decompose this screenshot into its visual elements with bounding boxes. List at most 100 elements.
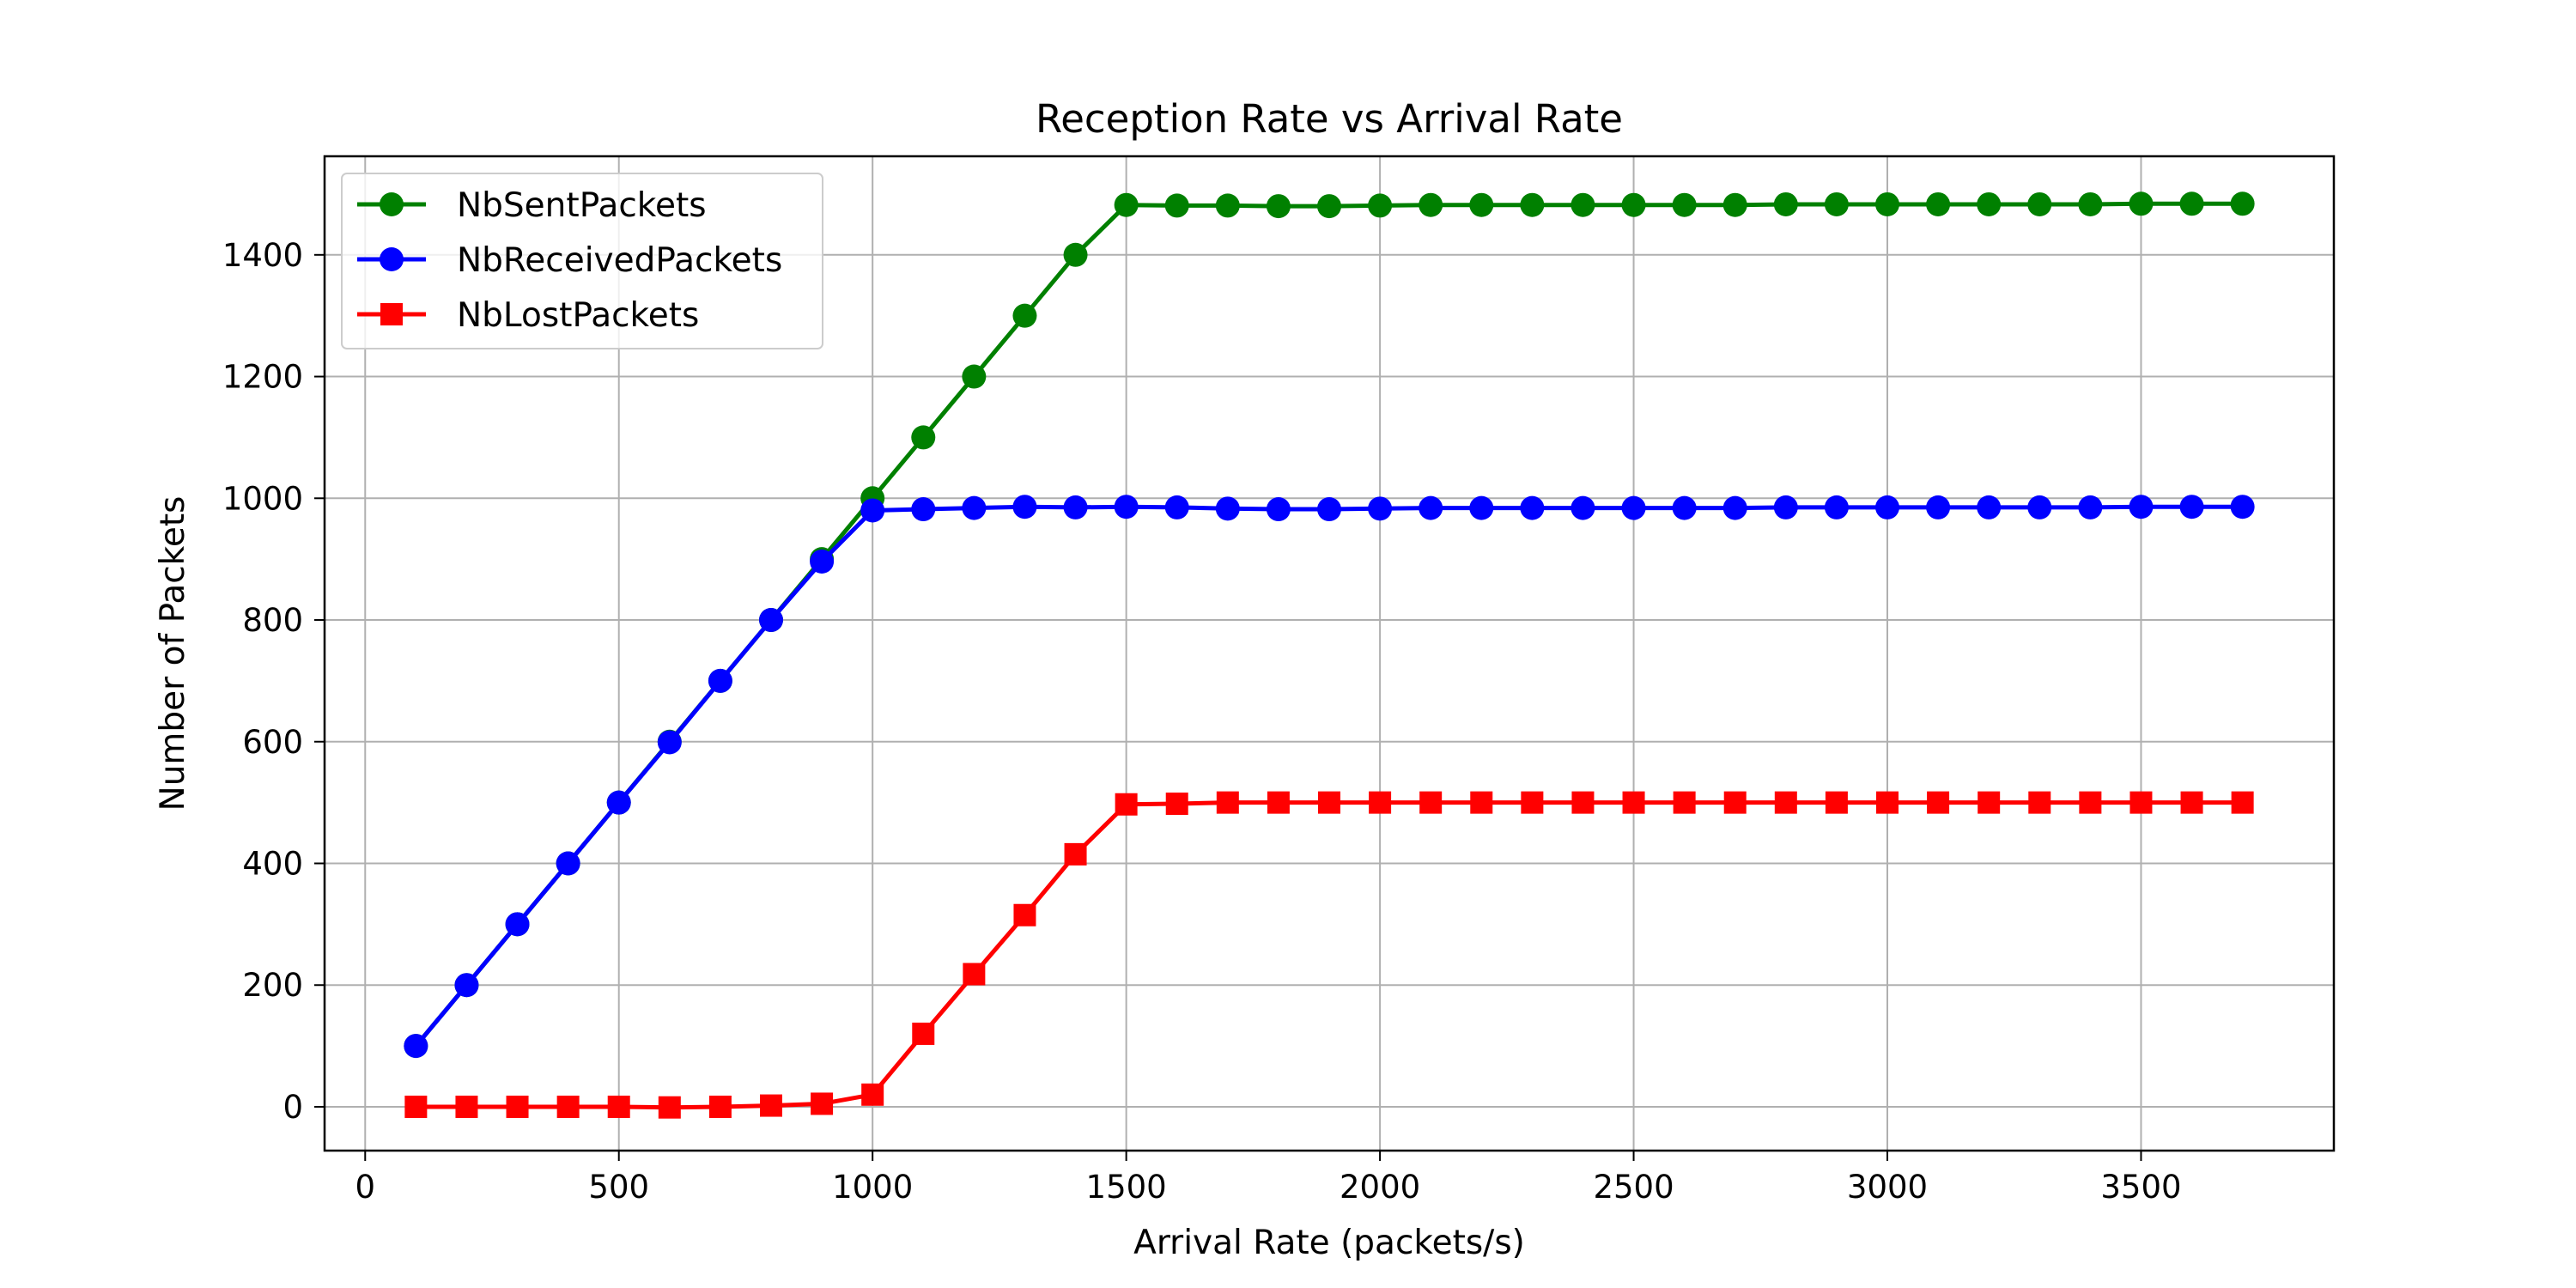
data-point	[1723, 791, 1747, 814]
x-axis: 0 500 1000 1500 2000 2500 3000 3500	[355, 1151, 2182, 1206]
legend-marker	[380, 192, 404, 216]
data-point	[1317, 194, 1341, 219]
data-point	[1977, 191, 2002, 216]
series-NbReceivedPackets	[404, 495, 2255, 1059]
y-tick-label: 1400	[222, 237, 303, 274]
data-point	[810, 549, 835, 574]
data-point	[912, 1022, 935, 1045]
data-point	[2027, 191, 2052, 216]
data-point	[1164, 193, 1189, 218]
data-point	[2129, 191, 2154, 216]
data-point	[1064, 842, 1087, 866]
data-point	[454, 973, 479, 998]
series-line	[416, 800, 2243, 1110]
data-point	[911, 425, 936, 450]
data-point	[1469, 495, 1494, 520]
y-tick-label: 800	[242, 602, 303, 639]
data-point	[1165, 793, 1188, 816]
y-tick-label: 1000	[222, 480, 303, 517]
data-point	[708, 668, 732, 693]
data-point	[2180, 791, 2203, 814]
data-point	[1621, 495, 1646, 520]
data-point	[1215, 193, 1240, 218]
x-tick-label: 3500	[2100, 1169, 2181, 1206]
data-point	[1012, 495, 1037, 519]
data-point	[1722, 495, 1747, 520]
data-point	[1571, 791, 1595, 814]
legend-label: NbReceivedPackets	[457, 241, 782, 280]
data-point	[1875, 191, 1899, 216]
legend-label: NbLostPackets	[457, 296, 699, 335]
data-point	[1317, 497, 1341, 522]
data-point	[1722, 192, 1747, 217]
y-axis-label: Number of Packets	[154, 496, 192, 811]
y-tick-label: 1200	[222, 359, 303, 396]
data-point	[2079, 791, 2102, 814]
data-point	[2078, 191, 2103, 216]
y-tick-label: 200	[242, 967, 303, 1004]
data-point	[1926, 191, 1951, 216]
legend-marker	[380, 247, 404, 271]
data-point	[1978, 791, 2001, 814]
data-point	[1115, 793, 1138, 816]
data-point	[1419, 192, 1443, 217]
data-point	[1927, 791, 1950, 814]
data-point	[962, 495, 987, 520]
data-point	[506, 1095, 529, 1118]
data-point	[1875, 495, 1899, 519]
data-point	[1520, 495, 1545, 520]
data-point	[1266, 497, 1291, 522]
data-point	[658, 1096, 681, 1119]
data-point	[2179, 191, 2204, 216]
data-point	[1571, 495, 1595, 520]
data-point	[2231, 791, 2254, 814]
data-point	[404, 1034, 428, 1059]
data-point	[1773, 495, 1798, 519]
data-point	[2129, 791, 2153, 814]
data-point	[2129, 495, 2154, 519]
data-point	[1216, 791, 1239, 814]
series-NbLostPackets	[404, 791, 2254, 1119]
data-point	[1368, 193, 1393, 218]
data-point	[963, 963, 986, 986]
data-point	[606, 790, 631, 815]
x-tick-label: 500	[588, 1169, 649, 1206]
data-point	[1672, 495, 1697, 520]
data-point	[1824, 495, 1849, 519]
data-point	[1571, 192, 1595, 217]
data-point	[2230, 495, 2255, 519]
data-point	[1013, 903, 1036, 927]
y-tick-label: 0	[283, 1089, 303, 1126]
plot-frame	[323, 155, 2336, 1152]
x-tick-label: 3000	[1847, 1169, 1928, 1206]
x-axis-label: Arrival Rate (packets/s)	[1133, 1224, 1525, 1262]
x-tick-label: 2000	[1340, 1169, 1420, 1206]
x-tick-label: 2500	[1593, 1169, 1674, 1206]
data-point	[1470, 791, 1493, 814]
data-point	[1368, 496, 1393, 521]
data-point	[1521, 791, 1544, 814]
data-point	[759, 608, 783, 633]
y-tick-label: 400	[242, 845, 303, 882]
data-point	[1318, 791, 1340, 814]
data-point	[861, 1083, 884, 1106]
data-point	[860, 498, 885, 523]
data-point	[1114, 495, 1139, 519]
data-point	[760, 1094, 782, 1117]
data-point	[1419, 495, 1443, 520]
data-point	[2028, 791, 2051, 814]
data-point	[657, 730, 682, 755]
data-point	[2078, 495, 2103, 519]
x-tick-label: 0	[355, 1169, 375, 1206]
data-point	[2027, 495, 2052, 519]
legend-item: NbSentPackets	[357, 186, 707, 225]
y-tick-label: 600	[242, 724, 303, 761]
chart-title: Reception Rate vs Arrival Rate	[1036, 96, 1623, 142]
legend-item: NbLostPackets	[357, 296, 699, 335]
data-point	[1825, 791, 1848, 814]
data-point	[1164, 495, 1189, 519]
data-point	[1114, 192, 1139, 217]
data-point	[911, 497, 936, 522]
data-point	[962, 364, 987, 389]
